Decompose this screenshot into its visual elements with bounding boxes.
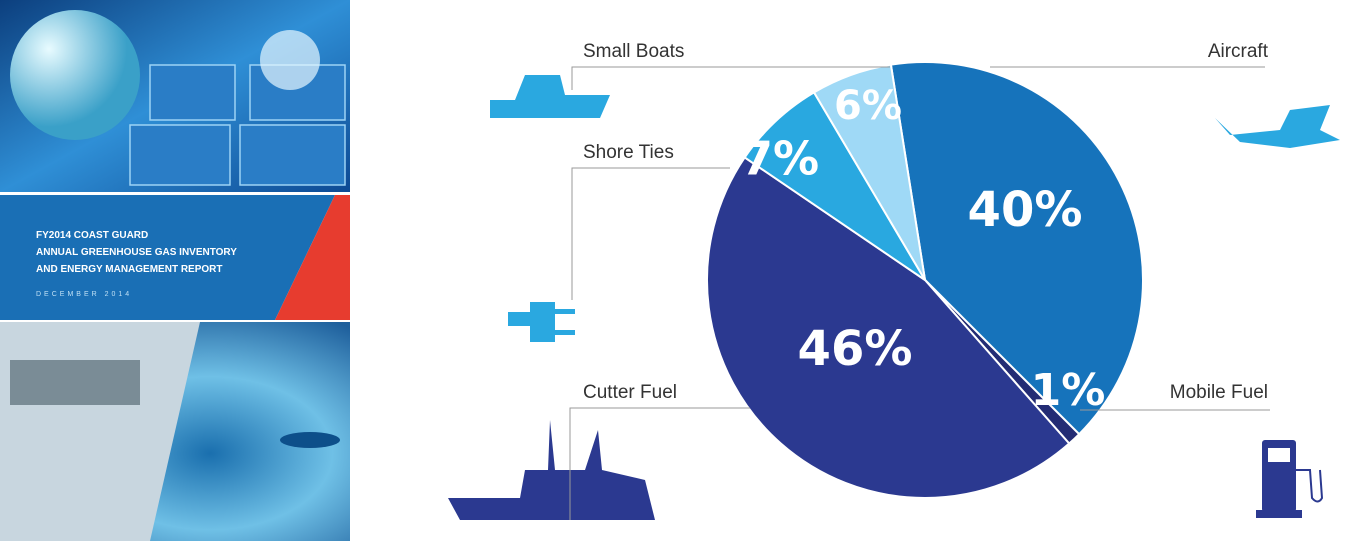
helicopter-icon — [1215, 105, 1340, 148]
icons — [490, 75, 1340, 342]
category-label: Cutter Fuel — [583, 382, 677, 403]
fuel-icon-window — [1268, 448, 1290, 462]
category-label: Mobile Fuel — [1170, 382, 1268, 403]
data-label: 40% — [968, 182, 1083, 238]
meter-display — [10, 360, 140, 405]
data-label: 7% — [741, 132, 819, 186]
water-drop — [280, 432, 340, 448]
data-label: 1% — [1031, 365, 1106, 416]
cover-title: FY2014 COAST GUARD — [36, 230, 148, 241]
leader-line — [569, 407, 750, 520]
leader-line — [571, 167, 730, 300]
category-label: Aircraft — [1208, 41, 1269, 62]
sun-glare — [260, 30, 320, 90]
data-label: 6% — [834, 83, 902, 129]
bulb — [10, 10, 140, 140]
leader-line — [571, 66, 890, 90]
boat-icon — [490, 75, 610, 118]
pie-slice — [706, 156, 1071, 500]
data-label: 46% — [798, 321, 913, 377]
solar-panels — [129, 64, 346, 186]
cover-band — [0, 195, 335, 320]
pie-slice — [812, 63, 926, 281]
report-cover: FY2014 COAST GUARD ANNUAL GREENHOUSE GAS… — [0, 0, 350, 541]
plug-icon — [508, 302, 575, 342]
fuel-hose — [1296, 469, 1324, 503]
pie-slice — [889, 61, 1144, 436]
cover-band-red — [275, 195, 350, 320]
cover-title: AND ENERGY MANAGEMENT REPORT — [36, 264, 223, 275]
cover-date: DECEMBER 2014 — [36, 291, 132, 298]
category-label: Small Boats — [583, 41, 684, 62]
cover-title: ANNUAL GREENHOUSE GAS INVENTORY — [36, 247, 237, 258]
category-label: Shore Ties — [583, 142, 674, 163]
cutter-icon — [448, 420, 655, 520]
